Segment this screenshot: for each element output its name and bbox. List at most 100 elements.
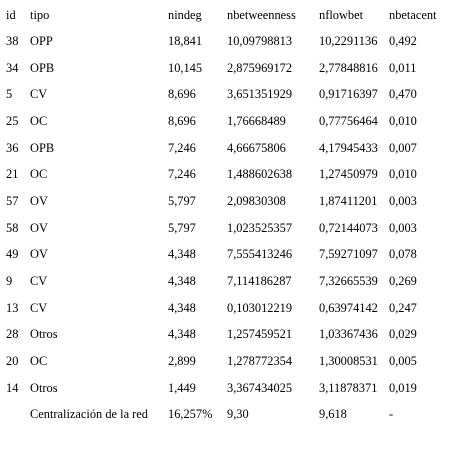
table-row: 57 OV 5,797 2,09830308 1,87411201 0,003 (6, 188, 449, 215)
cell-id: 49 (6, 247, 19, 262)
cell-nflowbet: 10,2291136 (319, 33, 378, 48)
cell-nbetacent: 0,470 (389, 87, 417, 102)
cell-id: 13 (6, 300, 19, 315)
cell-nindeg: 4,348 (168, 300, 196, 315)
cell-id: 57 (6, 193, 19, 208)
table-row: 25 OC 8,696 1,76668489 0,77756464 0,010 (6, 108, 449, 135)
cell-nbetacent: 0,010 (389, 113, 417, 128)
cell-id: 38 (6, 33, 19, 48)
cell-nbetweenness: 7,114186287 (227, 274, 292, 289)
cell-tipo: OPB (30, 140, 55, 155)
table-row: 5 CV 8,696 3,651351929 0,91716397 0,470 (6, 81, 449, 108)
cell-nbetweenness: 3,367434025 (227, 380, 293, 395)
cell-nindeg: 8,696 (168, 113, 196, 128)
cell-nbetweenness: 7,555413246 (227, 247, 293, 262)
cell-tipo: OV (30, 220, 48, 235)
cell-tipo: Otros (30, 327, 58, 342)
cell-tipo: Otros (30, 380, 58, 395)
summary-row: Centralización de la red 16,257% 9,30 9,618… (6, 402, 449, 429)
table-row: 14 Otros 1,449 3,367434025 3,11878371 0,019 (6, 375, 449, 402)
cell-id: 58 (6, 220, 19, 235)
cell-tipo: CV (30, 274, 48, 289)
table-row: 36 OPB 7,246 4,66675806 4,17945433 0,007 (6, 135, 449, 162)
cell-nindeg: 5,797 (168, 220, 196, 235)
cell-tipo: OC (30, 113, 48, 128)
cell-nindeg: 4,348 (168, 247, 196, 262)
table-body: 38 OPP 18,841 10,09798813 10,2291136 0,492 34 O… (6, 28, 449, 428)
cell-nbetweenness: 0,103012219 (227, 300, 293, 315)
header-id: id (6, 8, 16, 22)
table-row: 34 OPB 10,145 2,875969172 2,77848816 0,011 (6, 55, 449, 82)
cell-nbetacent: 0,003 (389, 220, 417, 235)
cell-nflowbet: 2,77848816 (319, 60, 378, 75)
centrality-table: id tipo nindeg nbetweenness nflowbet nbe… (6, 8, 449, 428)
cell-nflowbet: 0,91716397 (319, 87, 378, 102)
cell-nbetweenness: 1,278772354 (227, 354, 293, 369)
cell-nflowbet: 0,63974142 (319, 300, 378, 315)
cell-nbetacent: 0,247 (389, 300, 417, 315)
cell-nflowbet: 9,618 (319, 407, 347, 422)
table-row: 9 CV 4,348 7,114186287 7,32665539 0,269 (6, 268, 449, 295)
cell-tipo: OC (30, 354, 48, 369)
cell-nbetacent: 0,010 (389, 167, 417, 182)
cell-nbetweenness: 2,09830308 (227, 193, 286, 208)
cell-id: 21 (6, 167, 19, 182)
cell-nbetacent: 0,011 (389, 60, 417, 75)
cell-nindeg: 10,145 (168, 60, 203, 75)
cell-id: 20 (6, 354, 19, 369)
header-row: id tipo nindeg nbetweenness nflowbet nbe… (6, 8, 449, 28)
cell-nindeg: 4,348 (168, 274, 196, 289)
cell-nbetweenness: 2,875969172 (227, 60, 293, 75)
cell-nflowbet: 3,11878371 (319, 380, 378, 395)
cell-nflowbet: 1,27450979 (319, 167, 378, 182)
cell-nbetacent: 0,019 (389, 380, 417, 395)
cell-nindeg: 7,246 (168, 167, 196, 182)
cell-nflowbet: 0,77756464 (319, 113, 378, 128)
cell-tipo: OPB (30, 60, 55, 75)
header-nbetacent: nbetacent (389, 8, 437, 22)
cell-nflowbet: 7,32665539 (319, 274, 378, 289)
header-tipo: tipo (30, 8, 50, 22)
header-nindeg: nindeg (168, 8, 202, 22)
cell-tipo: OV (30, 193, 48, 208)
header-nflowbet: nflowbet (319, 8, 364, 22)
cell-nbetweenness: 1,76668489 (227, 113, 286, 128)
cell-nflowbet: 7,59271097 (319, 247, 378, 262)
cell-nbetweenness: 9,30 (227, 407, 249, 422)
cell-nbetacent: 0,078 (389, 247, 417, 262)
cell-nbetweenness: 1,023525357 (227, 220, 293, 235)
cell-tipo: OV (30, 247, 48, 262)
table-row: 28 Otros 4,348 1,257459521 1,03367436 0,029 (6, 322, 449, 349)
table-row: 20 OC 2,899 1,278772354 1,30008531 0,005 (6, 348, 449, 375)
cell-tipo: CV (30, 300, 48, 315)
cell-tipo: OC (30, 167, 48, 182)
cell-nindeg: 16,257% (168, 407, 213, 422)
cell-nflowbet: 0,72144073 (319, 220, 378, 235)
cell-id: 36 (6, 140, 19, 155)
cell-tipo: Centralización de la red (30, 407, 148, 422)
cell-id: 5 (6, 87, 13, 102)
cell-id: 9 (6, 274, 13, 289)
cell-nflowbet: 4,17945433 (319, 140, 378, 155)
cell-nflowbet: 1,87411201 (319, 193, 378, 208)
cell-nbetacent: 0,005 (389, 354, 417, 369)
cell-nbetweenness: 3,651351929 (227, 87, 293, 102)
table-row: 58 OV 5,797 1,023525357 0,72144073 0,003 (6, 215, 449, 242)
cell-tipo: OPP (30, 33, 53, 48)
cell-nbetacent: 0,003 (389, 193, 417, 208)
header-nbetweenness: nbetweenness (227, 8, 296, 22)
cell-id: 28 (6, 327, 19, 342)
cell-nbetacent: - (389, 407, 394, 422)
cell-nindeg: 8,696 (168, 87, 196, 102)
cell-nbetacent: 0,029 (389, 327, 417, 342)
cell-nbetweenness: 10,09798813 (227, 33, 293, 48)
cell-nindeg: 18,841 (168, 33, 203, 48)
cell-nindeg: 1,449 (168, 380, 196, 395)
cell-nbetacent: 0,007 (389, 140, 417, 155)
cell-id: 14 (6, 380, 19, 395)
cell-nindeg: 2,899 (168, 354, 196, 369)
cell-id: 34 (6, 60, 19, 75)
table-row: 13 CV 4,348 0,103012219 0,63974142 0,247 (6, 295, 449, 322)
cell-nindeg: 7,246 (168, 140, 196, 155)
cell-nflowbet: 1,03367436 (319, 327, 378, 342)
